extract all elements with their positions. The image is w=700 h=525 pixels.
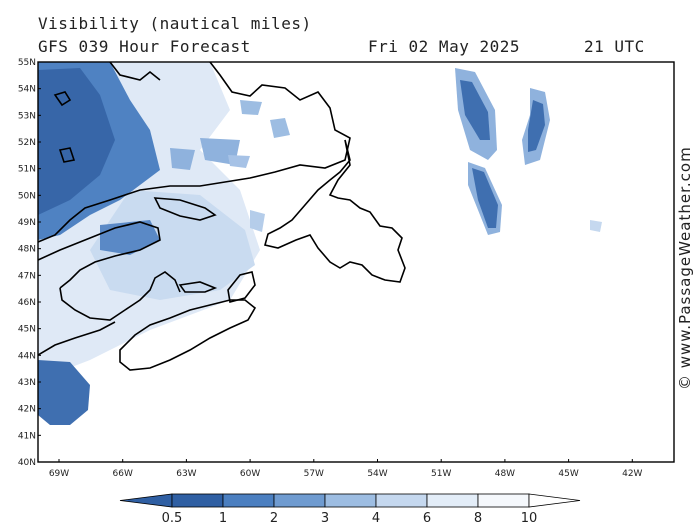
lon-tick-label: 42W — [622, 469, 642, 479]
low-vis-region-southwest — [38, 360, 90, 425]
colorbar-tick-label: 10 — [521, 511, 538, 525]
coast-north-shore-inner — [109, 62, 161, 81]
colorbar-segment — [171, 493, 224, 508]
colorbar-high-arrow — [528, 493, 581, 508]
longitude-axis: 69W 66W 63W 60W 57W 54W 51W 48W 45W 42W — [49, 459, 643, 479]
coast-cape-breton — [227, 271, 256, 303]
haze-patch-offshore — [590, 220, 602, 232]
colorbar-tick-label: 2 — [270, 511, 278, 525]
lat-tick-label: 49N — [18, 218, 36, 228]
lat-tick-label: 45N — [18, 325, 36, 335]
lat-tick-label: 53N — [18, 111, 36, 121]
mid-vis-patch-5 — [270, 118, 290, 138]
colorbar-tick-label: 1 — [219, 511, 227, 525]
lon-tick-label: 54W — [367, 469, 387, 479]
lon-tick-label: 66W — [113, 469, 133, 479]
lon-tick-label: 57W — [304, 469, 324, 479]
lat-tick-label: 47N — [18, 271, 36, 281]
haze-region-gulf — [90, 190, 255, 300]
lat-tick-label: 40N — [18, 458, 36, 468]
colorbar-tick-label: 4 — [372, 511, 380, 525]
colorbar-tick-label: 8 — [474, 511, 482, 525]
lat-tick-label: 50N — [18, 191, 36, 201]
lat-tick-label: 48N — [18, 245, 36, 255]
lon-tick-label: 45W — [558, 469, 578, 479]
lat-tick-label: 46N — [18, 298, 36, 308]
lat-tick-label: 43N — [18, 378, 36, 388]
lat-tick-label: 41N — [18, 431, 36, 441]
fog-band-offshore-1-core — [460, 80, 490, 140]
colorbar-segment — [477, 493, 530, 508]
fog-band-offshore-2-core — [528, 100, 545, 152]
lat-tick-label: 51N — [18, 165, 36, 175]
colorbar-tick-label: 6 — [423, 511, 431, 525]
latitude-axis: 55N 54N 53N 52N 51N 50N 49N 48N 47N 46N 45N 44N 43N 4… — [18, 58, 41, 468]
coast-small-island-2 — [58, 147, 76, 163]
mid-vis-patch-4 — [250, 210, 265, 232]
colorbar-segment — [375, 493, 428, 508]
lat-tick-label: 44N — [18, 351, 36, 361]
chart-title: Visibility (nautical miles) — [38, 14, 312, 33]
mid-vis-patch-1 — [170, 148, 195, 170]
lon-tick-label: 63W — [176, 469, 196, 479]
colorbar-tick-label: 0.5 — [162, 511, 183, 525]
lat-tick-label: 42N — [18, 405, 36, 415]
colorbar-segment — [324, 493, 377, 508]
map-frame — [37, 61, 675, 463]
forecast-date: Fri 02 May 2025 — [368, 37, 520, 56]
model-forecast-label: GFS 039 Hour Forecast — [38, 37, 251, 56]
coast-nova-scotia — [119, 299, 257, 371]
coast-new-brunswick — [59, 271, 181, 321]
forecast-time: 21 UTC — [584, 37, 645, 56]
colorbar: 0.5 1 2 3 4 6 8 10 — [119, 493, 581, 525]
coast-small-island-1 — [53, 91, 72, 107]
lon-tick-label: 69W — [49, 469, 69, 479]
lat-tick-label: 55N — [18, 58, 36, 68]
lat-tick-label: 54N — [18, 85, 36, 95]
colorbar-tick-label: 3 — [321, 511, 329, 525]
visibility-shading — [38, 62, 602, 425]
fog-band-offshore-3-core — [472, 168, 498, 228]
lat-tick-label: 52N — [18, 138, 36, 148]
colorbar-segment — [426, 493, 479, 508]
coast-newfoundland — [264, 139, 406, 283]
coast-labrador — [38, 62, 351, 243]
colorbar-segment — [273, 493, 326, 508]
colorbar-low-arrow — [119, 493, 173, 508]
mid-vis-patch-3 — [228, 155, 250, 168]
lon-tick-label: 48W — [495, 469, 515, 479]
very-low-vis-region-labrador — [38, 68, 115, 215]
coast-pei — [178, 281, 218, 293]
lon-tick-label: 51W — [431, 469, 451, 479]
coast-maine — [38, 321, 116, 356]
credit-text: © www.PassageWeather.com — [676, 146, 694, 390]
coastlines — [38, 62, 406, 371]
coast-gaspe — [38, 221, 161, 289]
lon-tick-label: 60W — [240, 469, 260, 479]
colorbar-segment — [222, 493, 275, 508]
mid-vis-patch-6 — [240, 100, 262, 115]
coast-anticosti — [153, 197, 217, 221]
